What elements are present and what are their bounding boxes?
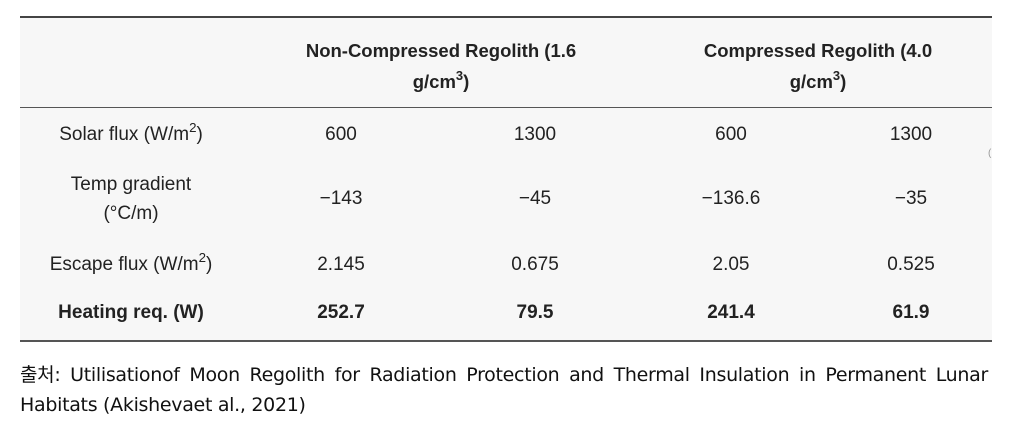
header-compressed-unit: g/cm3) bbox=[789, 67, 847, 92]
table-cell: 241.4 bbox=[707, 302, 755, 324]
table-cell: 2.05 bbox=[712, 254, 750, 276]
table-header-rule bbox=[20, 107, 992, 108]
header-compressed: Compressed Regolith (4.0 g/cm3) bbox=[668, 34, 968, 100]
row-label-heating-req: Heating req. (W) bbox=[58, 302, 204, 324]
table-cell: 1300 bbox=[889, 124, 933, 146]
header-compressed-text: Compressed Regolith (4.0 bbox=[703, 40, 933, 62]
header-non-compressed: Non-Compressed Regolith (1.6 g/cm3) bbox=[270, 34, 612, 100]
edge-mark: ( bbox=[988, 148, 992, 159]
header-non-compressed-unit: g/cm3) bbox=[412, 67, 470, 92]
table-cell: −45 bbox=[518, 188, 552, 210]
table-cell: −35 bbox=[894, 188, 928, 210]
table-top-rule bbox=[20, 16, 992, 18]
table-cell: −136.6 bbox=[701, 188, 761, 210]
table-cell: 79.5 bbox=[516, 302, 554, 324]
table-cell: 252.7 bbox=[317, 302, 365, 324]
row-label-temp-gradient: Temp gradient (°C/m) bbox=[70, 173, 192, 224]
table-cell: 0.675 bbox=[511, 254, 559, 276]
source-caption: 출처: Utilisationof Moon Regolith for Radi… bbox=[20, 364, 988, 416]
data-table bbox=[20, 16, 992, 342]
table-bottom-rule bbox=[20, 340, 992, 342]
table-cell: −143 bbox=[319, 188, 363, 210]
table-cell: 0.525 bbox=[887, 254, 935, 276]
table-cell: 61.9 bbox=[892, 302, 930, 324]
table-cell: 600 bbox=[715, 124, 747, 146]
table-cell: 2.145 bbox=[317, 254, 365, 276]
table-cell: 1300 bbox=[513, 124, 557, 146]
row-label-solar-flux: Solar flux (W/m2) bbox=[59, 119, 203, 146]
row-label-escape-flux: Escape flux (W/m2) bbox=[49, 249, 213, 276]
header-non-compressed-text: Non-Compressed Regolith (1.6 bbox=[305, 40, 577, 62]
table-cell: 600 bbox=[325, 124, 357, 146]
